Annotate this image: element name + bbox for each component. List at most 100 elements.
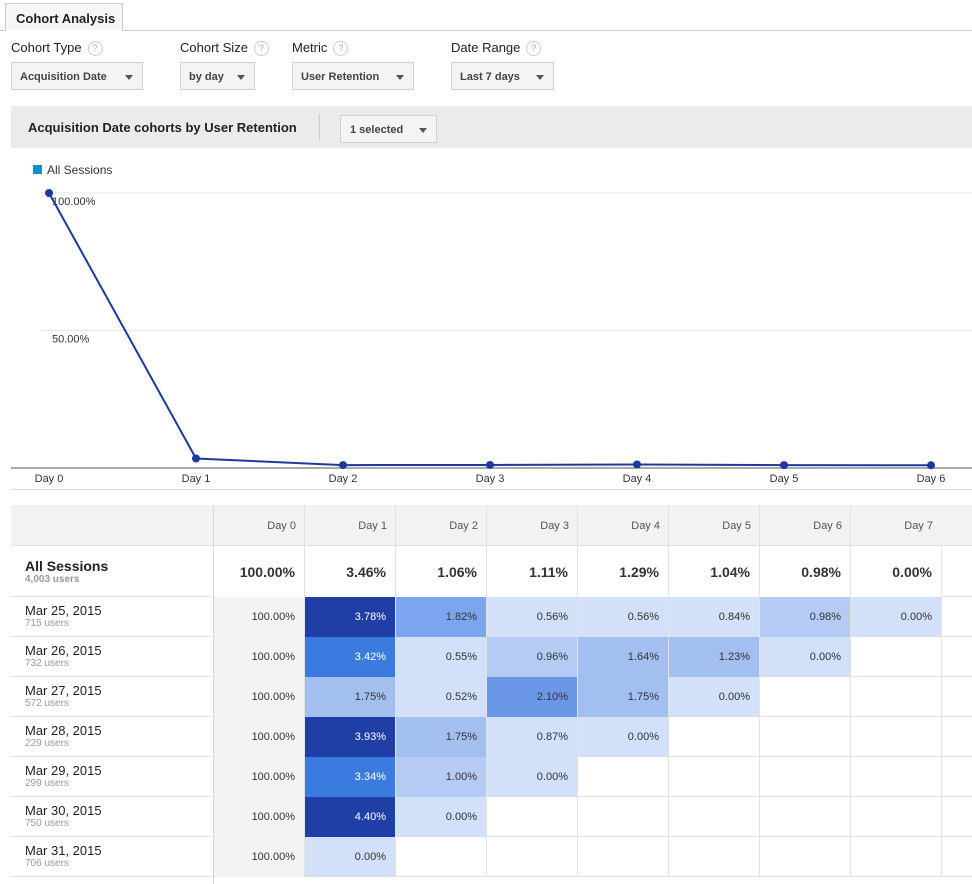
- separator: [319, 114, 320, 140]
- empty-cell: [486, 797, 577, 837]
- cell: 100.00%: [213, 637, 304, 677]
- row-name: Mar 30, 2015: [25, 803, 102, 818]
- cell: 3.78%: [304, 597, 395, 637]
- row-name: Mar 26, 2015: [25, 643, 102, 658]
- line: [48, 192, 932, 467]
- y-tick-label: 100.00%: [52, 196, 96, 208]
- cell: 1.23%: [668, 637, 759, 677]
- column-header: Day 7: [850, 505, 941, 546]
- cell: 3.34%: [304, 757, 395, 797]
- cell: 1.29%: [577, 546, 668, 597]
- dropdown[interactable]: User Retention: [292, 62, 414, 90]
- selector[interactable]: 1 selected: [340, 115, 437, 143]
- x-tick-label: Day 5: [770, 473, 799, 485]
- row-users: 732 users: [25, 658, 69, 669]
- dropdown[interactable]: Last 7 days: [451, 62, 554, 90]
- tab[interactable]: Cohort Analysis: [5, 3, 123, 31]
- y-tick-label: 50.00%: [52, 333, 90, 345]
- x-tick-label: Day 1: [182, 473, 211, 485]
- cell: 1.75%: [395, 717, 486, 757]
- cell: 100.00%: [213, 677, 304, 717]
- cell: 0.55%: [395, 637, 486, 677]
- column-header: Day 6: [759, 505, 850, 546]
- row-end: [941, 677, 942, 717]
- x-tick-label: Day 4: [623, 473, 652, 485]
- row-end: [941, 637, 942, 677]
- column-header: Day 3: [486, 505, 577, 546]
- column-header: Day 5: [668, 505, 759, 546]
- help-icon[interactable]: ?: [333, 41, 349, 57]
- cell: 0.56%: [577, 597, 668, 637]
- row-end: [941, 837, 942, 877]
- cell: 0.98%: [759, 597, 850, 637]
- row-name: All Sessions: [25, 558, 109, 574]
- row-end: [941, 717, 942, 757]
- cell: 0.00%: [759, 637, 850, 677]
- empty-cell: [759, 837, 850, 877]
- row-end: [941, 546, 942, 597]
- empty-cell: [577, 797, 668, 837]
- point: [486, 460, 494, 469]
- point: [192, 454, 200, 463]
- empty-cell: [759, 677, 850, 717]
- empty-cell: [850, 757, 941, 797]
- empty-cell: [850, 797, 941, 837]
- control-label: Cohort Size?: [180, 40, 269, 57]
- column-header: Day 2: [395, 505, 486, 546]
- cell: 1.00%: [395, 757, 486, 797]
- row-users: 299 users: [25, 778, 69, 789]
- cell: 0.00%: [395, 797, 486, 837]
- chart: 50.00% 100.00% Day 0 Day 1 Day 2 Day 3 Day 4 Da…: [11, 163, 972, 490]
- empty-cell: [668, 757, 759, 797]
- row-users: 229 users: [25, 738, 69, 749]
- row-end: [941, 757, 942, 797]
- empty-cell: [486, 837, 577, 877]
- row-name: Mar 31, 2015: [25, 843, 102, 858]
- row: [11, 797, 972, 837]
- column-header: Day 0: [213, 505, 304, 546]
- row-users: 715 users: [25, 618, 69, 629]
- point: [339, 461, 347, 470]
- help-icon[interactable]: ?: [87, 41, 103, 57]
- cell: 0.52%: [395, 677, 486, 717]
- row-name: Mar 25, 2015: [25, 603, 102, 618]
- help-icon[interactable]: ?: [526, 41, 542, 57]
- dropdown[interactable]: Acquisition Date: [11, 62, 143, 90]
- dropdown[interactable]: by day: [180, 62, 255, 90]
- empty-cell: [759, 797, 850, 837]
- row-end: [941, 797, 942, 837]
- empty-cell: [577, 757, 668, 797]
- cell: 0.98%: [759, 546, 850, 597]
- panel-title: Acquisition Date cohorts by User Retenti…: [28, 120, 297, 135]
- row-users: 4,003 users: [25, 574, 80, 585]
- legend-label: All Sessions: [47, 163, 112, 177]
- help-icon[interactable]: ?: [253, 41, 269, 57]
- row-name: Mar 27, 2015: [25, 683, 102, 698]
- empty-cell: [850, 637, 941, 677]
- empty-cell: [668, 717, 759, 757]
- cell: 0.00%: [577, 717, 668, 757]
- x-tick-label: Day 0: [35, 473, 64, 485]
- legend-swatch: [33, 165, 42, 174]
- cell: 1.64%: [577, 637, 668, 677]
- point: [927, 461, 935, 470]
- control-label: Date Range?: [451, 40, 542, 57]
- empty-cell: [668, 797, 759, 837]
- cell: 0.84%: [668, 597, 759, 637]
- cell: 3.93%: [304, 717, 395, 757]
- x-tick-label: Day 6: [917, 473, 946, 485]
- row: [11, 837, 972, 877]
- point: [780, 461, 788, 470]
- row-users: 706 users: [25, 858, 69, 869]
- x-tick-label: Day 3: [476, 473, 505, 485]
- cell: 100.00%: [213, 597, 304, 637]
- cell: 0.00%: [850, 546, 941, 597]
- cell: 1.75%: [304, 677, 395, 717]
- cell: 0.00%: [850, 597, 941, 637]
- empty-cell: [759, 717, 850, 757]
- row-end: [941, 597, 942, 637]
- empty-cell: [759, 757, 850, 797]
- empty-cell: [850, 677, 941, 717]
- point: [633, 460, 641, 469]
